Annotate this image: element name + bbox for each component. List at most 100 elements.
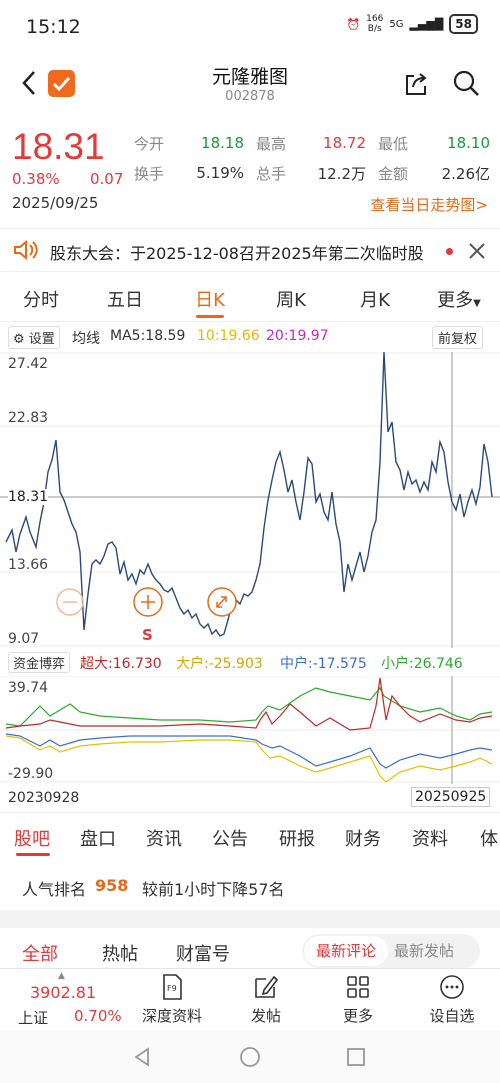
quote-panel: 18.31 0.38% 0.07 2025/09/25 今开 18.18 最高 … [0, 118, 500, 222]
post-label: 发帖 [250, 1007, 281, 1025]
tab-research[interactable]: 研报 [279, 829, 315, 850]
y-axis-label: 22.83 [8, 410, 49, 426]
tab-news[interactable]: 资讯 [146, 829, 182, 850]
filter-all[interactable]: 全部 [22, 944, 58, 965]
post-button[interactable]: 发帖 [226, 973, 306, 1026]
section-tabs: 股吧 盘口 资讯 公告 研报 财务 资料 体 [0, 812, 500, 860]
zoom-out-icon[interactable] [56, 588, 84, 616]
edit-icon [255, 975, 279, 998]
fund-y-top: 39.74 [8, 680, 49, 696]
fund-flow-button[interactable]: 资金博弈 [8, 652, 71, 673]
tab-more[interactable]: 更多▼ [424, 286, 494, 312]
nav-home-icon[interactable] [238, 1045, 262, 1069]
tab-more-label: 更多 [437, 290, 474, 311]
battery-icon: 58 [449, 14, 478, 34]
y-axis-label: 9.07 [8, 631, 40, 647]
medium-line [5, 733, 493, 769]
search-icon[interactable] [452, 69, 480, 97]
popularity-change: 较前1小时下降57名 [142, 880, 285, 899]
deep-data-button[interactable]: F9 深度资料 [132, 973, 212, 1026]
tab-monthly-k[interactable]: 月K [360, 290, 390, 311]
ma20-value: 20:19.97 [266, 328, 329, 344]
stock-code: 002878 [225, 89, 275, 104]
quote-stats: 今开 18.18 最高 18.72 最低 18.10 换手 5.19% 总手 1… [134, 128, 492, 188]
back-icon[interactable] [18, 68, 42, 98]
filter-hot[interactable]: 热帖 [102, 944, 138, 965]
quote-date: 2025/09/25 [12, 194, 99, 212]
close-icon[interactable] [466, 240, 488, 262]
y-axis-current: 18.31 [8, 489, 49, 505]
nav-recents-icon[interactable] [345, 1046, 367, 1068]
tab-underline [196, 315, 224, 318]
tab-five-day[interactable]: 五日 [107, 290, 143, 311]
medium-value: 中户:-17.575 [280, 656, 367, 672]
tab-weekly-k[interactable]: 周K [276, 290, 306, 311]
tab-intraday[interactable]: 分时 [23, 290, 59, 311]
stat-label: 总手 [256, 164, 287, 183]
sort-latest-comments[interactable]: 最新评论 [304, 936, 388, 966]
stat-value: 2.26亿 [441, 164, 490, 183]
deep-data-label: 深度资料 [141, 1007, 202, 1025]
large-line [5, 735, 493, 783]
chevron-down-icon: ▼ [473, 298, 481, 309]
index-name[interactable]: 上证 [18, 1009, 49, 1027]
adjust-button[interactable]: 前复权 [432, 326, 484, 349]
share-icon[interactable] [402, 70, 430, 98]
status-bar: 15:12 ⏰ 166 B/s 5G ▂▄▆█ 58 [0, 0, 500, 56]
tab-partial[interactable]: 体 [480, 829, 498, 850]
index-value[interactable]: 3902.81 [30, 983, 97, 1002]
stat-value: 18.18 [201, 134, 244, 152]
tab-announcements[interactable]: 公告 [212, 829, 248, 850]
stats-row: 换手 5.19% 总手 12.2万 金额 2.26亿 [134, 158, 492, 188]
stat-label: 最低 [378, 134, 409, 153]
more-label: 更多 [342, 1007, 373, 1025]
chart-settings-button[interactable]: ⚙ 设置 [8, 326, 60, 349]
fund-flow-chart[interactable]: 39.74 -29.90 [0, 675, 500, 784]
popularity-row[interactable]: 人气排名 958 较前1小时下降57名 [0, 862, 500, 910]
range-end-date: 20250925 [411, 787, 491, 807]
notice-text: 股东大会：于2025-12-08召开2025年第二次临时股东大会 [50, 244, 425, 263]
nav-back-icon[interactable] [132, 1046, 154, 1068]
nav-bar: 元隆雅图 002878 [0, 56, 500, 114]
fund-y-bottom: -29.90 [8, 766, 54, 782]
price-line [5, 351, 493, 637]
unread-dot [446, 248, 453, 255]
settings-label: 设置 [28, 332, 55, 347]
section-divider [0, 910, 500, 928]
f9-doc-icon: F9 [163, 974, 182, 1000]
kline-chart[interactable]: 27.42 22.83 18.31 13.66 9.07 S [0, 351, 500, 648]
tab-forum[interactable]: 股吧 [14, 829, 50, 850]
stat-value: 5.19% [196, 164, 244, 182]
index-percent: 0.70% [74, 1007, 122, 1025]
super-large-line [5, 677, 493, 731]
add-watchlist-button[interactable]: 设自选 [412, 973, 492, 1026]
change-amount: 0.07 [90, 170, 124, 188]
net-speed: 166 B/s [366, 14, 384, 34]
notice-bar[interactable]: 股东大会：于2025-12-08召开2025年第二次临时股东大会 [0, 228, 500, 272]
intraday-trend-link[interactable]: 查看当日走势图> [370, 196, 488, 214]
range-start-date: 20230928 [8, 790, 80, 806]
tab-profile[interactable]: 资料 [412, 829, 448, 850]
more-button[interactable]: 更多 [318, 973, 398, 1026]
tab-order-book[interactable]: 盘口 [80, 829, 116, 850]
ma10-value: 10:19.66 [197, 328, 260, 344]
stat-value: 18.10 [447, 134, 490, 152]
stat-label: 最高 [256, 134, 287, 153]
stock-name: 元隆雅图 [211, 66, 288, 88]
stat-label: 今开 [134, 134, 165, 153]
section-tab-underline [16, 853, 50, 856]
period-tabs: 分时 五日 日K 周K 月K 更多▼ [0, 278, 500, 322]
status-time: 15:12 [26, 16, 81, 38]
stat-value: 12.2万 [317, 164, 366, 183]
filter-wealth[interactable]: 财富号 [176, 944, 230, 965]
system-nav-bar [0, 1030, 500, 1083]
fund-flow-svg [0, 675, 500, 784]
tab-finance[interactable]: 财务 [345, 829, 381, 850]
sort-latest-posts[interactable]: 最新发帖 [394, 942, 455, 960]
alarm-icon: ⏰ [346, 17, 361, 31]
super-large-value: 超大:16.730 [80, 656, 162, 672]
tab-daily-k[interactable]: 日K [195, 290, 225, 311]
speaker-icon [14, 239, 38, 261]
ma-label: 均线 [72, 331, 100, 347]
small-value: 小户:26.746 [381, 656, 463, 672]
